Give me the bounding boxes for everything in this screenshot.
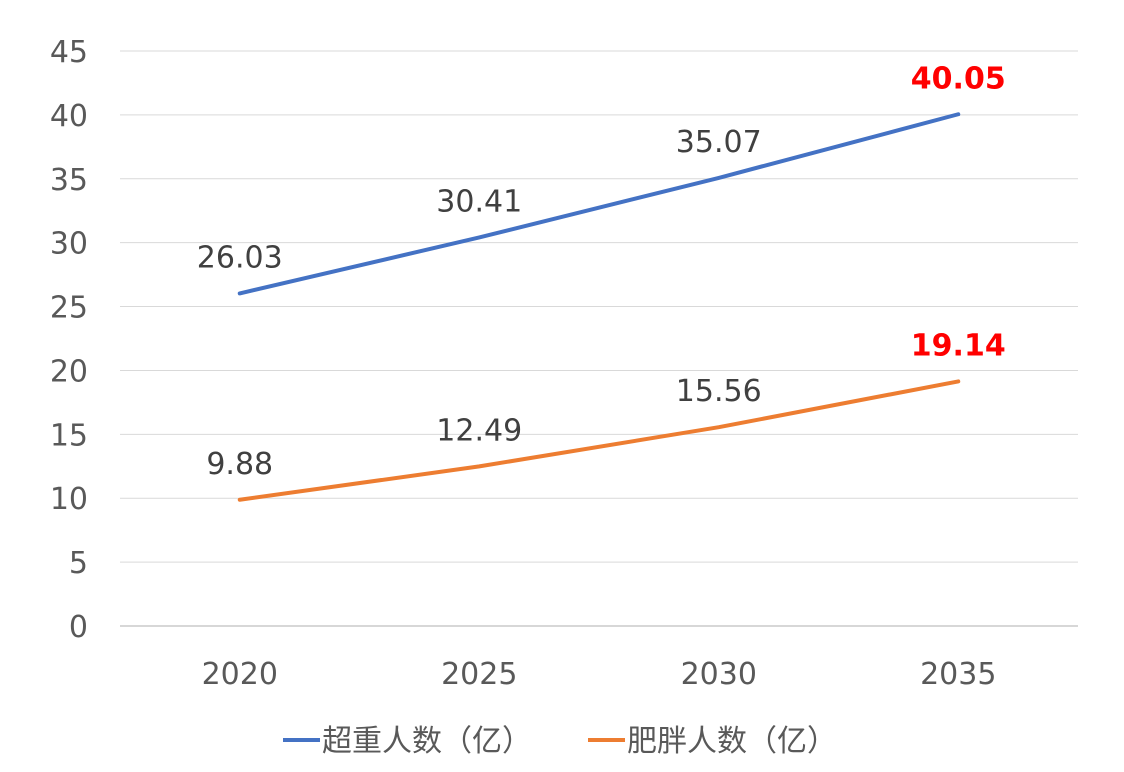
gridlines xyxy=(120,50,1078,627)
legend-label-obese: 肥胖人数（亿） xyxy=(627,724,837,759)
x-tick-label: 2035 xyxy=(920,657,996,692)
y-tick-label: 0 xyxy=(69,610,88,645)
y-tick-label: 35 xyxy=(50,163,88,198)
series-line-0 xyxy=(237,112,961,296)
y-tick-label: 5 xyxy=(69,546,88,581)
y-tick-label: 25 xyxy=(50,291,88,326)
x-axis-ticks: 2020 2025 2030 2035 xyxy=(202,657,997,692)
legend-label-overweight: 超重人数（亿） xyxy=(322,724,532,759)
y-tick-label: 40 xyxy=(50,99,88,134)
x-tick-label: 2030 xyxy=(681,657,757,692)
y-tick-label: 45 xyxy=(50,35,88,70)
data-label: 9.88 xyxy=(206,447,273,482)
data-label: 35.07 xyxy=(676,125,762,160)
data-labels: 26.03 30.41 35.07 40.05 9.88 12.49 15.56 19.14 xyxy=(197,61,1006,482)
series-line-1 xyxy=(237,379,961,502)
y-tick-label: 10 xyxy=(50,482,88,517)
data-label: 15.56 xyxy=(676,374,762,409)
x-tick-label: 2020 xyxy=(202,657,278,692)
series-lines xyxy=(237,112,961,502)
data-label: 30.41 xyxy=(436,184,522,219)
y-tick-label: 30 xyxy=(50,227,88,262)
y-tick-label: 20 xyxy=(50,354,88,389)
data-label: 26.03 xyxy=(197,240,283,275)
y-axis-ticks: 0 5 10 15 20 25 30 35 40 45 xyxy=(50,35,88,645)
data-label: 19.14 xyxy=(911,328,1006,363)
data-label: 12.49 xyxy=(436,413,522,448)
y-tick-label: 15 xyxy=(50,418,88,453)
legend: 超重人数（亿） 肥胖人数（亿） xyxy=(283,724,837,759)
data-label: 40.05 xyxy=(911,61,1006,96)
x-tick-label: 2025 xyxy=(441,657,517,692)
